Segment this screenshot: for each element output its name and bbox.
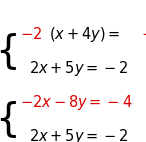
Text: $-2$: $-2$ (20, 26, 43, 42)
Text: $-2$: $-2$ (141, 26, 146, 42)
Text: $2x + 5y = -2$: $2x + 5y = -2$ (29, 59, 129, 78)
Text: $\{$: $\{$ (0, 31, 17, 72)
Text: $\{$: $\{$ (0, 99, 17, 140)
Text: $-2x - 8y = -4$: $-2x - 8y = -4$ (20, 93, 133, 112)
Text: $2x + 5y = -2$: $2x + 5y = -2$ (29, 127, 129, 142)
Text: $(x + 4y) = $: $(x + 4y) = $ (49, 25, 120, 44)
